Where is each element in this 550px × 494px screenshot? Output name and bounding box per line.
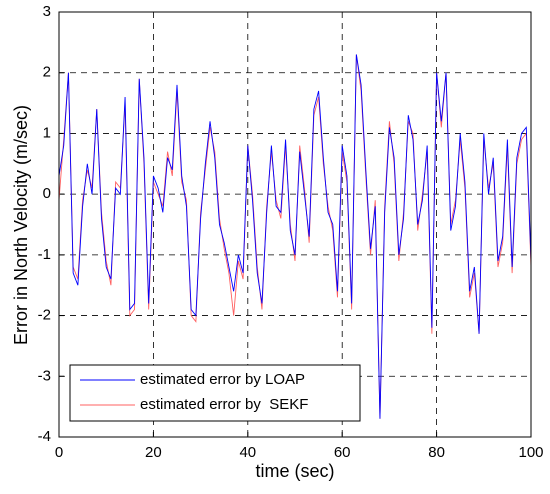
y-tick-label: -4: [38, 428, 51, 445]
y-tick-label: -3: [38, 367, 51, 384]
y-tick-label: -1: [38, 246, 51, 263]
y-tick-label: 2: [43, 64, 51, 81]
x-tick-label: 20: [145, 444, 162, 461]
legend-text: estimated error by SEKF: [140, 396, 308, 413]
data-line: [58, 54, 532, 419]
x-tick-label: 100: [518, 444, 543, 461]
plot-frame: [58, 11, 532, 438]
x-axis-label: time (sec): [255, 461, 334, 481]
x-tick-label: 60: [334, 444, 351, 461]
y-tick-label: 3: [43, 3, 51, 20]
y-tick-label: 1: [43, 124, 51, 141]
legend-box: [69, 364, 361, 422]
y-tick-label: 0: [43, 185, 51, 202]
x-tick-label: 80: [428, 444, 445, 461]
x-tick-label: 40: [239, 444, 256, 461]
legend-text: estimated error by LOAP: [140, 371, 305, 388]
y-axis-label: Error in North Velocity (m/sec): [11, 105, 31, 345]
x-tick-label: 0: [55, 444, 63, 461]
y-tick-label: -2: [38, 307, 51, 324]
